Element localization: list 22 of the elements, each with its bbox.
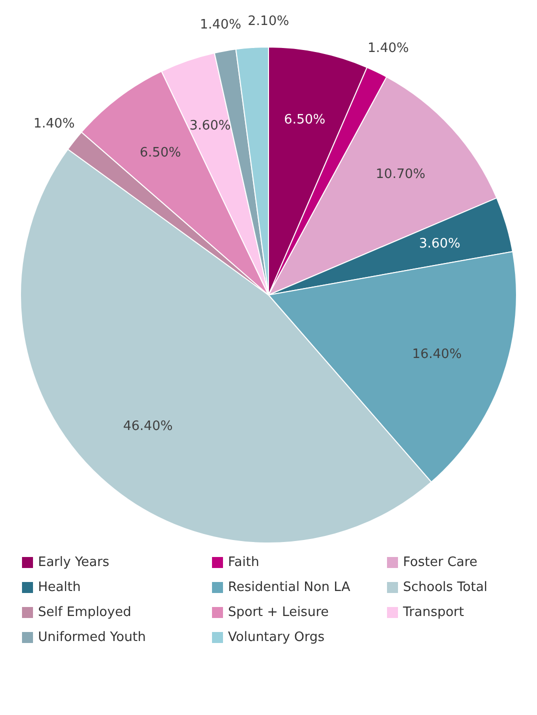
legend-label: Residential Non LA (227, 580, 352, 595)
legend-label: Uniformed Youth (37, 630, 147, 645)
legend-label: Schools Total (402, 580, 488, 595)
legend-label: Self Employed (37, 605, 132, 620)
legend-label: Health (37, 580, 82, 595)
legend-label: Foster Care (402, 555, 478, 570)
data-label: 1.40% (368, 40, 409, 56)
data-label: 6.50% (140, 145, 182, 160)
legend-label: Faith (227, 555, 260, 570)
legend-label: Transport (402, 605, 466, 620)
data-label: 3.60% (189, 118, 231, 134)
legend-label: Voluntary Orgs (227, 630, 326, 645)
legend-label: Sport + Leisure (227, 605, 330, 620)
data-label: 3.60% (418, 236, 460, 252)
legend-label: Early Years (37, 555, 110, 570)
data-label: 6.50% (284, 112, 326, 128)
data-label: 1.40% (200, 18, 242, 33)
data-label: 2.10% (248, 14, 290, 29)
data-label: 46.40% (123, 419, 173, 434)
data-label: 10.70% (376, 167, 426, 182)
data-label: 1.40% (33, 116, 75, 132)
data-label: 16.40% (412, 346, 462, 362)
